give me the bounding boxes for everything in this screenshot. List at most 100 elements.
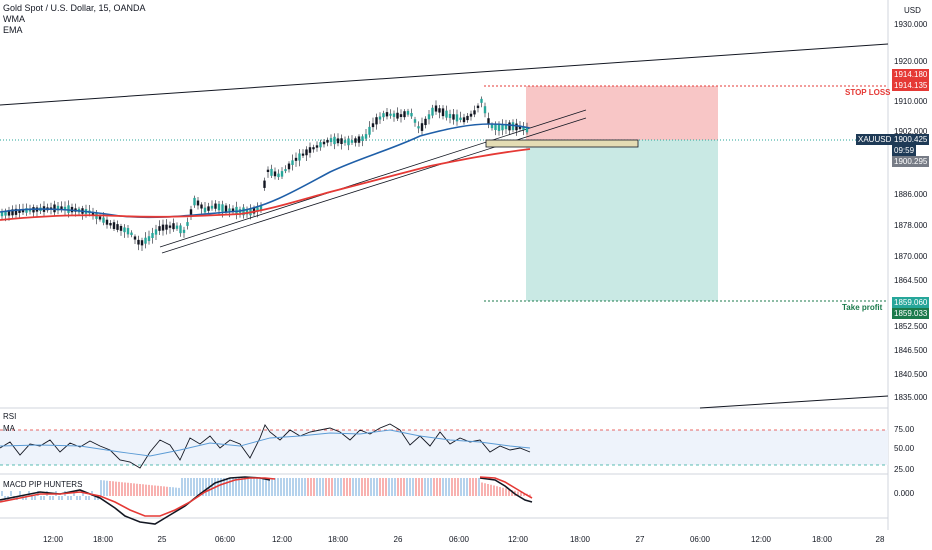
stop-loss-label[interactable]: STOP LOSS bbox=[845, 88, 891, 97]
candle bbox=[179, 225, 182, 234]
macd-tick: 0.000 bbox=[894, 489, 915, 498]
candle bbox=[193, 197, 196, 206]
candle bbox=[445, 110, 448, 118]
candle bbox=[378, 116, 382, 120]
macd-title[interactable]: MACD PIP HUNTERS bbox=[3, 480, 83, 489]
entry-price-tag[interactable]: 1900.295 bbox=[892, 156, 930, 167]
price-tick: 1910.000 bbox=[894, 97, 928, 106]
candle bbox=[389, 113, 392, 116]
candle bbox=[144, 237, 147, 244]
ema-legend[interactable]: EMA bbox=[3, 25, 23, 35]
candle bbox=[504, 124, 508, 130]
symbol-tag[interactable]: XAUUSD bbox=[856, 134, 894, 145]
lower-trendline[interactable] bbox=[699, 395, 889, 409]
candle bbox=[151, 233, 154, 238]
candle bbox=[224, 205, 228, 213]
time-tick: 12:00 bbox=[271, 535, 293, 544]
candle bbox=[518, 126, 522, 129]
candle bbox=[147, 236, 151, 241]
candle bbox=[438, 108, 441, 113]
take-profit-label[interactable]: Take profit bbox=[842, 303, 883, 312]
candlestick-series bbox=[0, 96, 529, 251]
price-tick: 1902.000 bbox=[894, 127, 928, 136]
candle bbox=[483, 106, 487, 114]
price-tick: 1852.500 bbox=[894, 322, 928, 331]
candle bbox=[154, 229, 158, 235]
time-tick: 18:00 bbox=[569, 535, 591, 544]
wma-legend[interactable]: WMA bbox=[3, 14, 25, 24]
currency-label[interactable]: USD bbox=[904, 6, 921, 15]
candle bbox=[350, 140, 354, 143]
stop-loss-price-tag[interactable]: 1914.135 bbox=[892, 80, 930, 91]
take-profit-price-tag[interactable]: 1859.060 bbox=[892, 297, 930, 308]
time-tick: 06:00 bbox=[689, 535, 711, 544]
candle bbox=[256, 207, 259, 212]
candle bbox=[308, 147, 312, 153]
stop-loss-zone[interactable] bbox=[526, 86, 718, 140]
candle bbox=[340, 138, 343, 144]
candle bbox=[14, 208, 18, 215]
candle bbox=[497, 124, 501, 131]
candle bbox=[18, 209, 21, 213]
macd-line-recent bbox=[479, 477, 533, 503]
candle bbox=[270, 168, 273, 176]
entry-zone-box[interactable] bbox=[485, 139, 639, 148]
candle bbox=[357, 136, 361, 143]
candle bbox=[480, 98, 483, 103]
take-profit-price-tag[interactable]: 1859.033 bbox=[892, 308, 930, 319]
time-tick: 12:00 bbox=[42, 535, 64, 544]
take-profit-zone[interactable] bbox=[526, 140, 718, 301]
candle bbox=[361, 136, 364, 141]
candle bbox=[494, 124, 497, 131]
time-tick: 28 bbox=[875, 535, 885, 544]
candle bbox=[410, 113, 413, 117]
candle bbox=[161, 224, 165, 231]
candle bbox=[525, 127, 529, 133]
candle bbox=[221, 204, 224, 212]
candle bbox=[207, 206, 210, 211]
time-tick: 18:00 bbox=[811, 535, 833, 544]
candle bbox=[175, 225, 179, 229]
candle bbox=[322, 141, 326, 145]
candle bbox=[417, 126, 420, 129]
candle bbox=[137, 239, 140, 245]
channel-line-upper[interactable] bbox=[159, 109, 587, 248]
price-tick: 1846.500 bbox=[894, 346, 928, 355]
rsi-title[interactable]: RSI bbox=[3, 412, 17, 421]
resistance-trendline[interactable] bbox=[0, 43, 889, 106]
stop-loss-price-tag[interactable]: 1914.180 bbox=[892, 69, 930, 80]
candle bbox=[473, 110, 476, 115]
candle bbox=[200, 204, 203, 209]
candle bbox=[452, 114, 455, 120]
price-tick: 1870.000 bbox=[894, 252, 928, 261]
candle bbox=[130, 232, 133, 236]
candle bbox=[109, 223, 112, 226]
candle bbox=[413, 119, 417, 123]
price-tick: 1920.000 bbox=[894, 57, 928, 66]
time-tick: 06:00 bbox=[214, 535, 236, 544]
candle bbox=[189, 209, 193, 217]
candle bbox=[434, 105, 438, 112]
rsi-ma-title[interactable]: MA bbox=[3, 424, 15, 433]
price-tick: 1840.500 bbox=[894, 370, 928, 379]
candle bbox=[140, 240, 144, 246]
candle bbox=[424, 118, 427, 126]
candle bbox=[133, 236, 137, 240]
candle bbox=[277, 173, 280, 178]
candle bbox=[522, 127, 525, 130]
price-tick: 1930.000 bbox=[894, 20, 928, 29]
candle bbox=[245, 209, 249, 215]
candle bbox=[315, 145, 319, 148]
wma-line bbox=[0, 123, 531, 219]
candle bbox=[336, 138, 340, 144]
candle bbox=[487, 118, 490, 125]
candle bbox=[291, 160, 294, 165]
candle bbox=[123, 227, 126, 233]
last-price-tag[interactable]: 1900.425 bbox=[892, 134, 930, 145]
price-tick: 1864.500 bbox=[894, 276, 928, 285]
symbol-title[interactable]: Gold Spot / U.S. Dollar, 15, OANDA bbox=[3, 3, 146, 13]
candle bbox=[329, 138, 333, 143]
candle bbox=[60, 206, 63, 210]
channel-line-lower[interactable] bbox=[161, 117, 587, 254]
